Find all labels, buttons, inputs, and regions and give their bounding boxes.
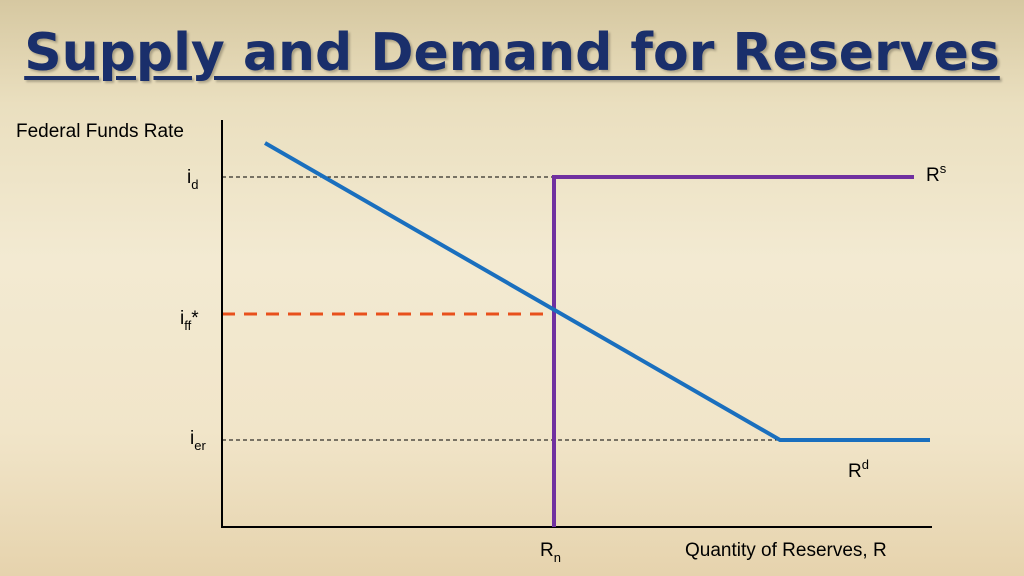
r-n-label: Rn [540,540,561,565]
i-er-label: ier [190,428,206,453]
i-ff-sub: ff [184,318,191,333]
i-d-label: id [187,167,198,192]
i-er-base: i [190,428,194,449]
supply-label-base: R [926,165,940,186]
i-d-base: i [187,167,191,188]
demand-label-base: R [848,461,862,482]
r-n-sub: n [554,550,561,565]
demand-label-sup: d [862,457,869,472]
i-er-sub: er [194,438,206,453]
i-ff-base: i [180,308,184,329]
x-axis-title: Quantity of Reserves, R [685,540,887,561]
demand-curve [264,141,930,442]
demand-curve-label: Rd [848,457,869,482]
i-ff-label: iff* [180,308,199,333]
slide-title: Supply and Demand for Reserves [24,23,1000,83]
i-ff-suffix: * [191,308,199,329]
i-d-sub: d [191,177,198,192]
supply-curve-label: Rs [926,161,947,186]
supply-label-sup: s [940,161,947,176]
supply-curve [552,175,914,527]
r-n-base: R [540,540,554,561]
y-axis-title: Federal Funds Rate [16,121,184,142]
